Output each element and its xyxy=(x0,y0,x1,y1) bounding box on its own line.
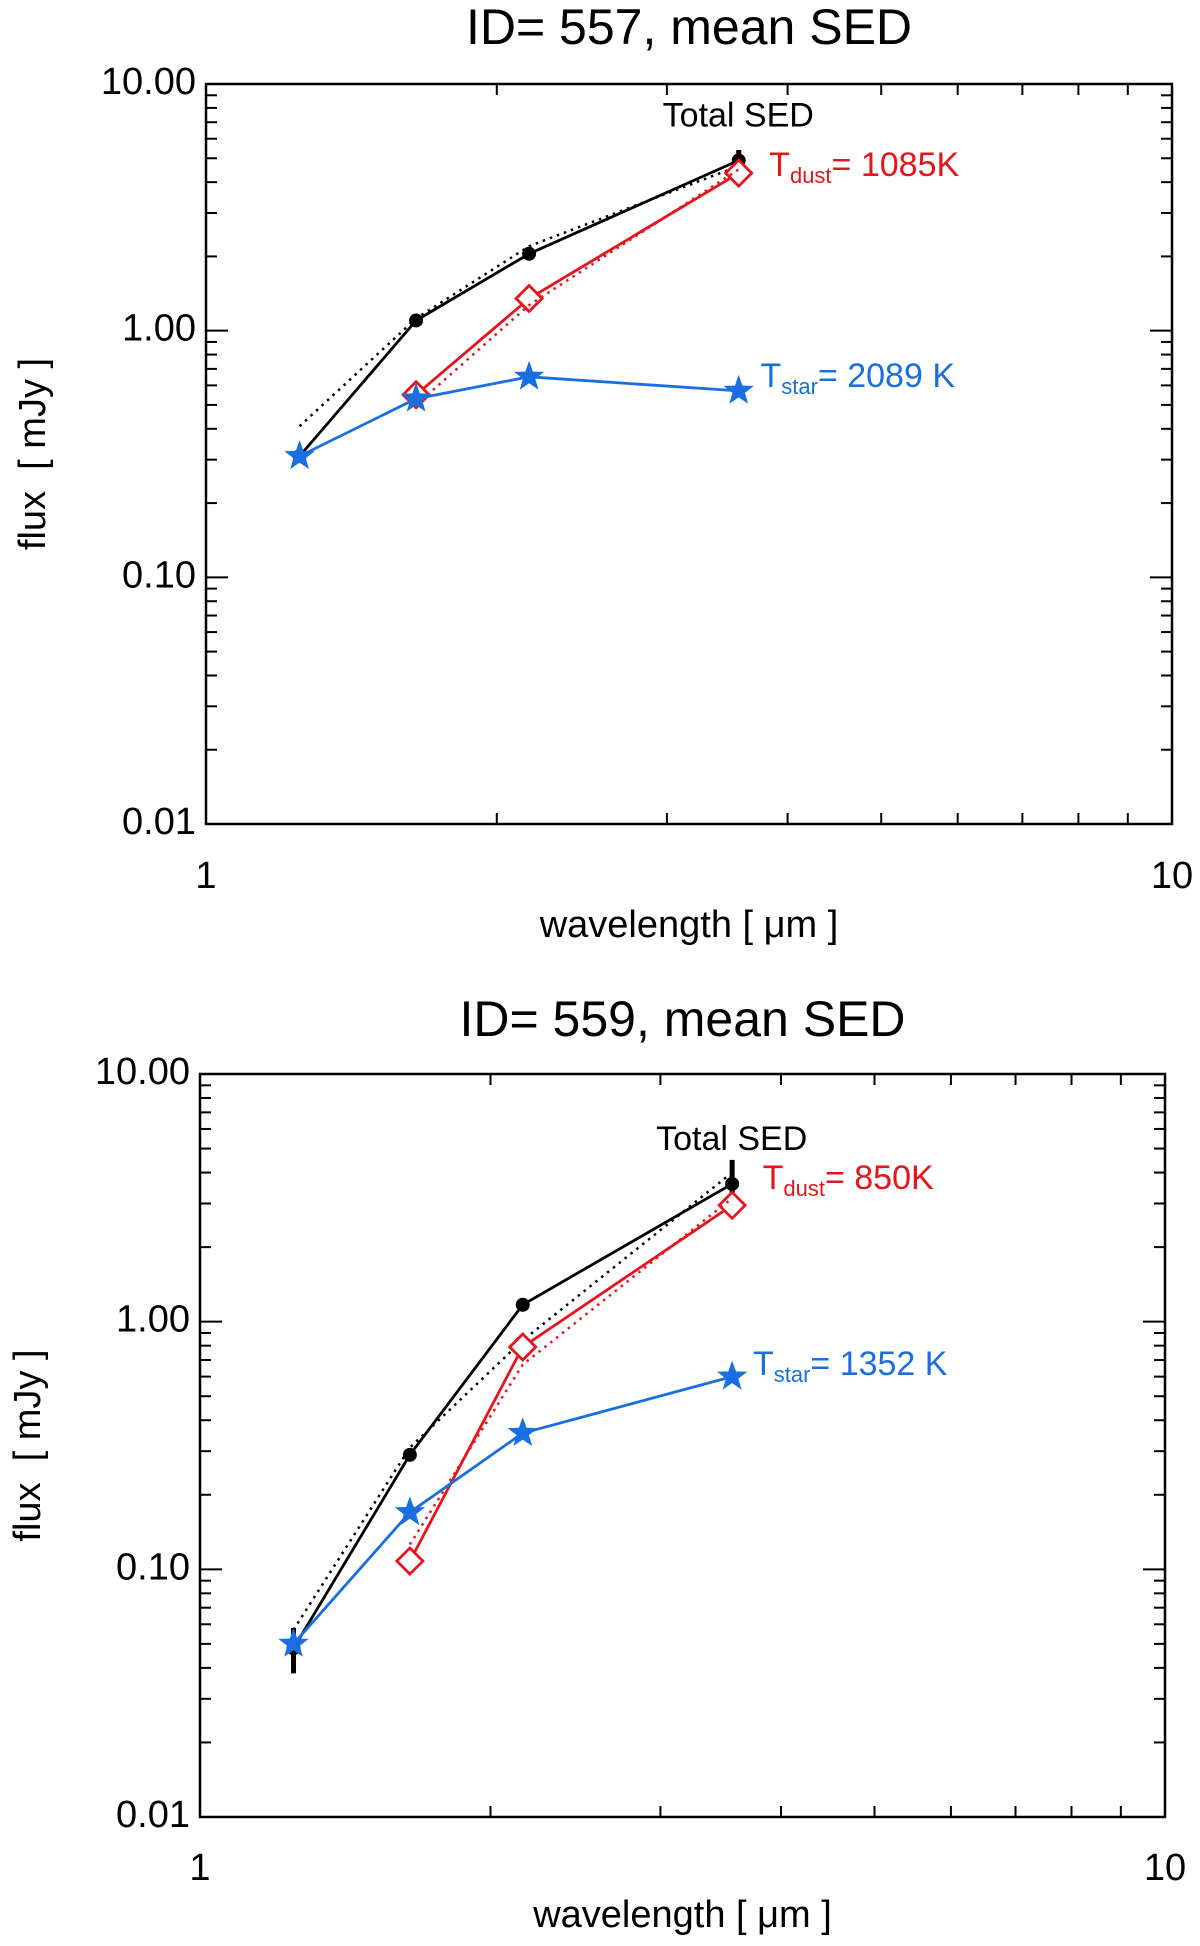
y-axis-label: flux [ mJy ] xyxy=(12,358,54,550)
point xyxy=(513,360,545,390)
point xyxy=(515,1297,530,1312)
annotation-main: T xyxy=(763,1159,784,1197)
annotation: Tdust= 1085K xyxy=(769,146,959,188)
point xyxy=(400,382,432,412)
point xyxy=(409,313,424,328)
y-tick-label: 10.00 xyxy=(95,1051,190,1093)
point xyxy=(394,1496,426,1526)
y-tick-label: 1.00 xyxy=(116,1299,190,1341)
point xyxy=(284,440,315,470)
series-line xyxy=(292,1182,733,1650)
annotation-subscript: dust xyxy=(790,163,832,188)
annotation-subscript: dust xyxy=(783,1176,825,1201)
point xyxy=(514,283,545,314)
series-line xyxy=(415,168,740,406)
series-line xyxy=(298,164,740,428)
annotation-main: T xyxy=(753,1345,774,1383)
annotation-main: T xyxy=(760,357,781,395)
series-line xyxy=(292,1171,733,1631)
y-tick-label: 0.10 xyxy=(116,1546,190,1588)
annotation-rest: = 850K xyxy=(825,1159,934,1197)
point xyxy=(278,1627,309,1657)
point xyxy=(507,1417,538,1446)
y-tick-label: 10.00 xyxy=(101,61,196,103)
point xyxy=(507,1332,538,1362)
annotation-subscript: star xyxy=(774,1362,811,1387)
y-axis-label: flux [ mJy ] xyxy=(7,1349,49,1541)
point xyxy=(522,246,537,261)
y-tick-label: 0.01 xyxy=(116,1794,190,1836)
plot-frame xyxy=(204,82,1174,826)
series-line xyxy=(408,1204,733,1562)
annotation: Tstar= 2089 K xyxy=(760,357,955,399)
series-line xyxy=(298,159,740,458)
point xyxy=(717,1190,748,1221)
point xyxy=(716,1360,748,1390)
series-line xyxy=(408,1197,733,1546)
chart: ID= 557, mean SED wavelength [ μm ] flux [… xyxy=(12,0,1193,946)
annotation-rest: = 1352 K xyxy=(810,1345,947,1383)
x-axis-label: wavelength [ μm ] xyxy=(539,904,839,946)
annotation: Total SED xyxy=(663,96,814,134)
chart: ID= 559, mean SED wavelength [ μm ] flux [… xyxy=(7,991,1186,1936)
x-tick-label: 1 xyxy=(189,1847,210,1889)
series-line xyxy=(415,171,740,396)
x-axis-label: wavelength [ μm ] xyxy=(532,1894,832,1936)
series-line xyxy=(298,375,739,458)
annotation-rest: = 1085K xyxy=(832,146,960,184)
chart-title: ID= 557, mean SED xyxy=(466,0,912,55)
y-tick-label: 0.01 xyxy=(122,801,196,843)
series-line xyxy=(292,1375,733,1645)
point xyxy=(402,1447,417,1462)
annotation: Tstar= 1352 K xyxy=(753,1345,948,1387)
x-tick-label: 1 xyxy=(195,855,216,897)
plot-frame xyxy=(198,1072,1167,1819)
point xyxy=(723,158,754,189)
annotation-rest: = 2089 K xyxy=(818,357,955,395)
x-tick-label: 10 xyxy=(1151,855,1193,897)
y-tick-label: 0.10 xyxy=(122,554,196,596)
point xyxy=(725,1176,740,1191)
annotation-subscript: star xyxy=(781,374,818,399)
point xyxy=(394,1546,425,1577)
annotation: Total SED xyxy=(656,1120,807,1158)
annotation: Tdust= 850K xyxy=(763,1159,934,1201)
point xyxy=(723,374,754,404)
y-tick-label: 1.00 xyxy=(122,308,196,350)
annotation-main: T xyxy=(769,146,790,184)
chart-title: ID= 559, mean SED xyxy=(459,991,905,1047)
x-tick-label: 10 xyxy=(1144,1847,1186,1889)
